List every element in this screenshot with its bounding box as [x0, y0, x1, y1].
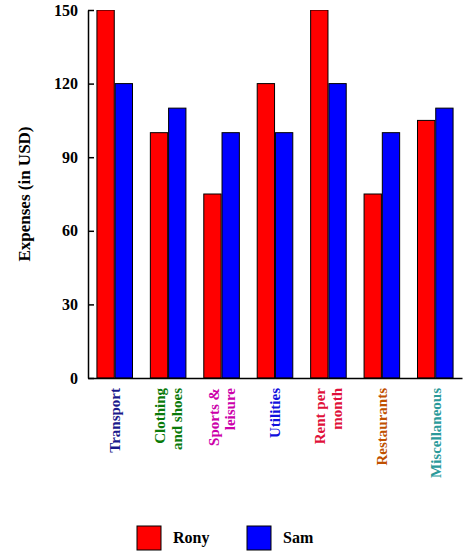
y-tick-label: 0 [70, 370, 78, 387]
legend-label: Sam [283, 529, 314, 546]
legend: Rony Sam [137, 526, 314, 550]
x-tick-label-line: Restaurants [374, 388, 390, 466]
x-tick: Rent permonth [312, 387, 345, 444]
x-tick: Utilities [267, 388, 283, 438]
x-tick-label: Clothingand shoes [152, 388, 185, 451]
x-tick-label-line: Transport [107, 388, 123, 453]
y-tick-label: 120 [54, 75, 78, 92]
legend-label: Rony [173, 529, 209, 547]
bar [115, 84, 132, 378]
x-tick-label-line: Clothing [152, 388, 168, 444]
y-axis-title: Expenses (in USD) [15, 126, 34, 261]
y-tick-label: 150 [54, 2, 78, 19]
x-axis-line [89, 378, 463, 380]
x-tick: Clothingand shoes [152, 388, 185, 451]
y-tick-mark [88, 157, 94, 159]
y-tick: 60 [62, 222, 94, 239]
y-tick-label: 30 [62, 296, 78, 313]
x-tick-label-line: leisure [222, 388, 238, 431]
bar [275, 133, 292, 378]
x-tick-label: Transport [107, 388, 123, 453]
bar [169, 108, 186, 378]
legend-swatch [247, 526, 271, 550]
x-tick-label: Rent permonth [312, 387, 345, 444]
x-tick-label-line: month [329, 387, 345, 429]
bar [417, 120, 434, 378]
bar [257, 84, 274, 378]
legend-swatch [137, 526, 161, 550]
x-tick-label-line: and shoes [169, 388, 185, 450]
bar [436, 108, 453, 378]
x-tick-label-line: Miscellaneous [428, 388, 444, 478]
x-tick-label-line: Rent per [312, 388, 328, 445]
y-axis: 0 30 60 90 120 150 [54, 2, 94, 387]
x-axis: Transport Clothingand shoes Sports &leisur… [89, 379, 463, 479]
bars [97, 10, 453, 378]
x-tick-label-line: Sports & [206, 388, 222, 446]
y-tick-label: 60 [62, 222, 78, 239]
x-tick: Miscellaneous [428, 388, 444, 478]
plot: 0 30 60 90 120 150 Transport Clothingand shoes S… [54, 2, 463, 478]
y-axis-line [88, 11, 90, 379]
x-tick-label: Restaurants [374, 388, 390, 466]
bar [97, 10, 114, 378]
bar [382, 133, 399, 378]
x-tick-label: Utilities [267, 388, 283, 438]
x-tick: Restaurants [374, 388, 390, 466]
y-tick: 150 [54, 2, 94, 19]
bar [150, 133, 167, 378]
y-tick-mark [88, 83, 94, 85]
x-tick-label: Miscellaneous [428, 388, 444, 478]
x-tick-label: Sports &leisure [206, 388, 239, 446]
y-tick-label: 90 [62, 149, 78, 166]
x-tick-label-line: Utilities [267, 388, 283, 438]
bar [311, 10, 328, 378]
x-tick: Transport [107, 388, 123, 453]
bar [222, 133, 239, 378]
bar [329, 84, 346, 378]
y-tick: 120 [54, 75, 94, 92]
bar [204, 194, 221, 378]
y-tick-mark [88, 10, 94, 12]
bar [364, 194, 381, 378]
y-tick: 30 [62, 296, 94, 313]
y-tick: 90 [62, 149, 94, 166]
x-tick: Sports &leisure [206, 388, 239, 446]
y-tick-mark [88, 231, 94, 233]
chart: 0 30 60 90 120 150 Transport Clothingand shoes S… [0, 0, 474, 560]
y-tick-mark [88, 304, 94, 306]
